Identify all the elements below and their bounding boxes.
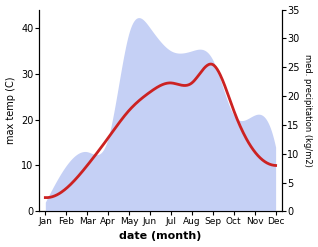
Y-axis label: med. precipitation (kg/m2): med. precipitation (kg/m2): [303, 54, 313, 167]
X-axis label: date (month): date (month): [119, 231, 202, 242]
Y-axis label: max temp (C): max temp (C): [5, 77, 16, 144]
